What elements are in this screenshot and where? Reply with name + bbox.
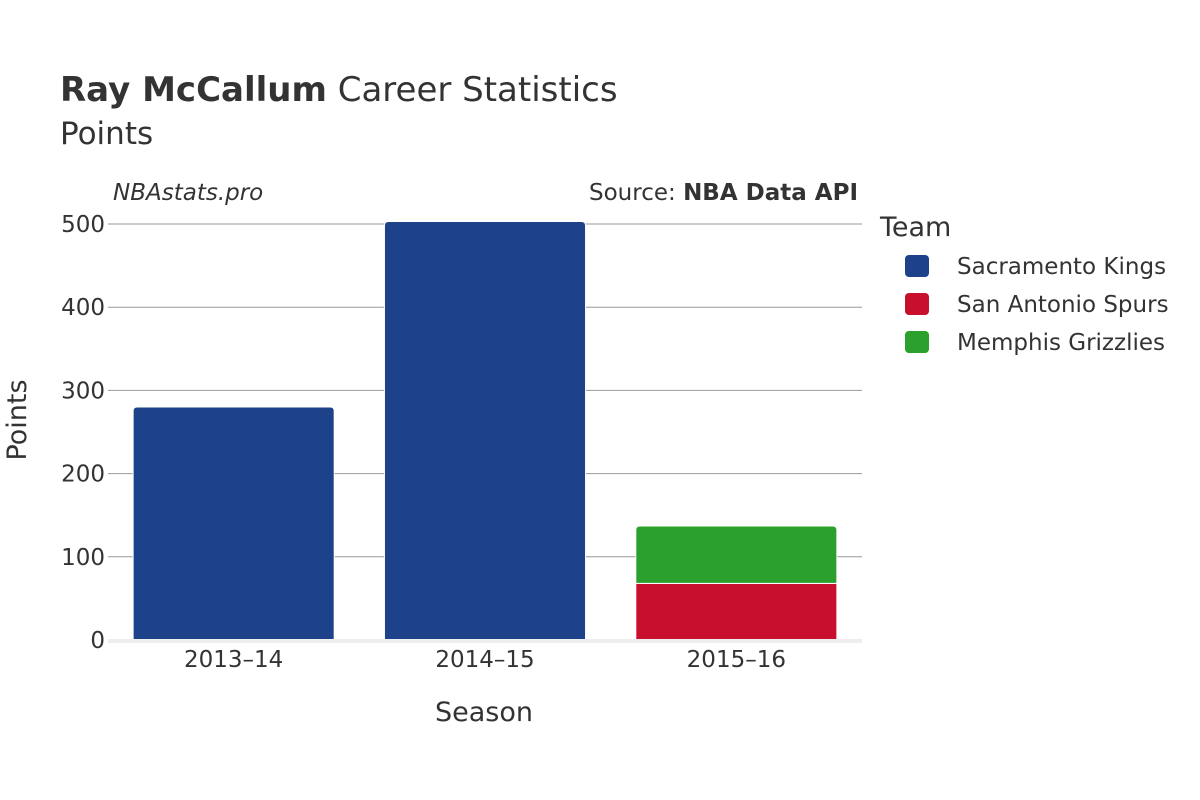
y-tick-label: 100	[61, 545, 105, 571]
bars	[132, 221, 838, 641]
y-tick-label: 200	[61, 462, 105, 488]
x-axis-title: Season	[435, 697, 533, 728]
bar-sacramento-kings	[383, 221, 587, 641]
legend-swatch	[905, 255, 929, 277]
x-tick-label: 2013–14	[184, 647, 283, 673]
bar-sacramento-kings	[132, 406, 335, 641]
legend-item-label: Sacramento Kings	[957, 254, 1166, 280]
bar-memphis-grizzlies	[635, 525, 838, 584]
legend-item-label: San Antonio Spurs	[957, 292, 1169, 318]
y-tick-label: 500	[61, 212, 105, 238]
legend-item-label: Memphis Grizzlies	[957, 330, 1165, 356]
y-tick-label: 300	[61, 378, 105, 404]
source-name: NBA Data API	[683, 180, 858, 206]
x-tick-label: 2015–16	[687, 647, 786, 673]
bar-san-antonio-spurs	[635, 582, 838, 641]
y-tick-label: 0	[90, 628, 105, 654]
chart-subtitle: Points	[60, 116, 153, 152]
x-axis-ticks: 2013–14 2014–15 2015–16	[184, 647, 786, 673]
legend: Team Sacramento Kings San Antonio Spurs Me…	[879, 212, 1169, 356]
chart-title: Ray McCallum Career Statistics	[60, 70, 618, 110]
chart-title-rest: Career Statistics	[327, 70, 618, 110]
legend-swatch	[905, 331, 929, 353]
legend-swatch	[905, 293, 929, 315]
y-axis-ticks: 0 100 200 300 400 500	[61, 212, 105, 654]
y-tick-label: 400	[61, 295, 105, 321]
watermark: NBAstats.pro	[113, 180, 263, 206]
y-axis-title: Points	[2, 379, 33, 460]
source-prefix: Source:	[589, 180, 683, 206]
legend-title: Team	[879, 212, 951, 243]
chart-title-player: Ray McCallum	[60, 70, 327, 110]
source-credit: Source: NBA Data API	[589, 180, 858, 206]
x-tick-label: 2014–15	[435, 647, 534, 673]
